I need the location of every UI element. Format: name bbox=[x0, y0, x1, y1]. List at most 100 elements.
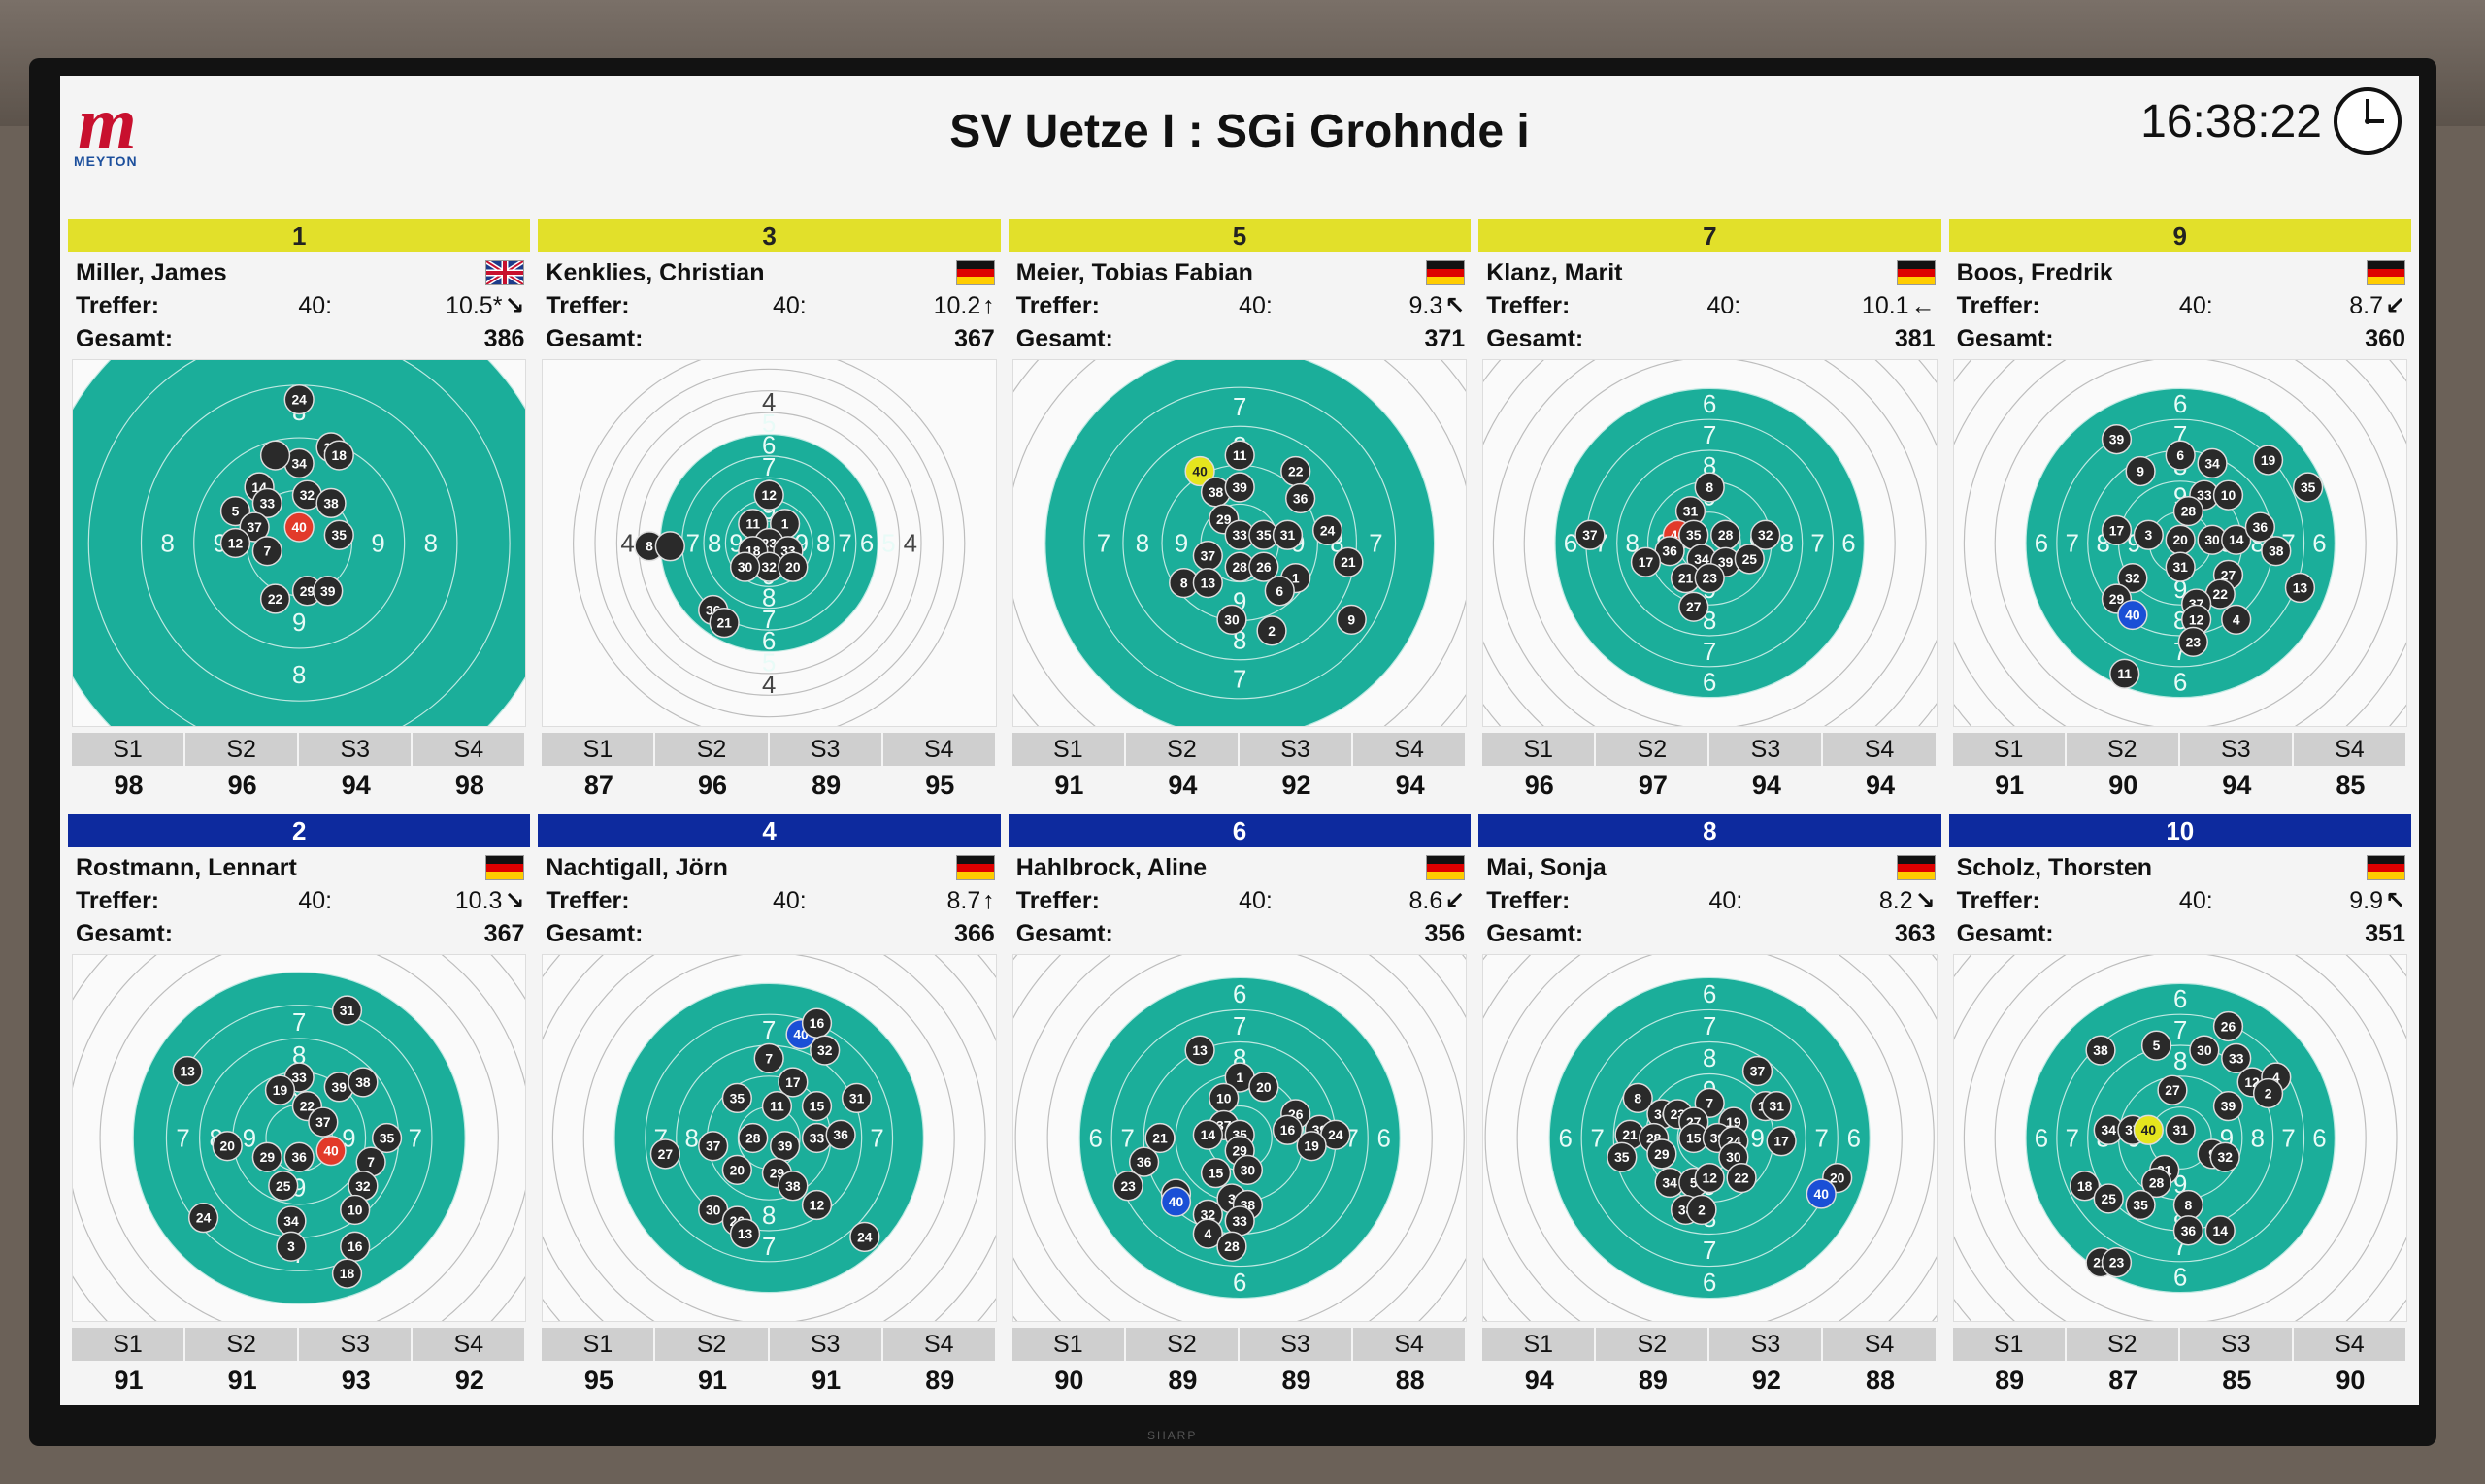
shot-marker[interactable]: 30 bbox=[2197, 524, 2228, 555]
shot-marker[interactable]: 19 bbox=[2252, 445, 2283, 476]
shot-marker[interactable]: 38 bbox=[348, 1067, 379, 1098]
shot-marker[interactable]: 39 bbox=[323, 1072, 354, 1103]
shot-marker[interactable]: 18 bbox=[323, 440, 354, 471]
shot-marker[interactable]: 21 bbox=[709, 608, 741, 639]
shot-marker[interactable]: 12 bbox=[2180, 604, 2211, 636]
shot-marker[interactable]: 20 bbox=[212, 1131, 243, 1162]
shot-marker[interactable]: 13 bbox=[172, 1055, 203, 1087]
shot-marker[interactable]: 36 bbox=[283, 1141, 315, 1172]
shot-marker[interactable]: 10 bbox=[340, 1194, 371, 1226]
shot-marker[interactable]: 40 bbox=[2116, 599, 2148, 631]
shot-marker[interactable]: 31 bbox=[1761, 1091, 1793, 1122]
shot-marker[interactable]: 11 bbox=[762, 1091, 793, 1122]
shot-marker[interactable]: 24 bbox=[1319, 1119, 1351, 1150]
shot-marker[interactable]: 28 bbox=[1710, 519, 1741, 550]
shot-marker[interactable]: 35 bbox=[2125, 1189, 2156, 1221]
shot-marker[interactable]: 3 bbox=[276, 1231, 307, 1262]
shot-marker[interactable]: 35 bbox=[2292, 472, 2323, 503]
shot-marker[interactable]: 23 bbox=[1112, 1171, 1143, 1202]
shot-marker[interactable]: 40 bbox=[283, 511, 315, 543]
shot-marker[interactable]: 38 bbox=[2084, 1035, 2116, 1066]
shot-marker[interactable]: 14 bbox=[2220, 524, 2251, 555]
lane-card-5[interactable]: 5 Meier, Tobias Fabian Treffer: 40: 9.3 … bbox=[1008, 219, 1472, 805]
shot-marker[interactable]: 35 bbox=[1678, 519, 1709, 550]
shot-marker[interactable]: 35 bbox=[1607, 1141, 1638, 1172]
shot-marker[interactable]: 36 bbox=[1284, 482, 1316, 514]
shot-marker[interactable]: 29 bbox=[1646, 1138, 1677, 1170]
shot-marker[interactable]: 14 bbox=[2204, 1215, 2236, 1246]
shot-marker[interactable]: 38 bbox=[315, 487, 347, 519]
shot-marker[interactable]: 16 bbox=[1272, 1114, 1303, 1145]
shot-marker[interactable]: 25 bbox=[268, 1171, 299, 1202]
shot-marker[interactable]: 31 bbox=[331, 995, 363, 1026]
shot-marker[interactable]: 32 bbox=[348, 1171, 379, 1202]
shot-marker[interactable]: 30 bbox=[2188, 1035, 2220, 1066]
shot-marker[interactable]: 39 bbox=[313, 576, 344, 607]
shot-marker[interactable]: 36 bbox=[2244, 511, 2275, 543]
shot-marker[interactable]: 31 bbox=[2165, 551, 2196, 582]
shot-marker[interactable]: 13 bbox=[1192, 567, 1223, 599]
shot-marker[interactable]: 7 bbox=[251, 536, 282, 567]
shot-marker[interactable]: 4 bbox=[1192, 1218, 1223, 1249]
shot-marker[interactable]: 39 bbox=[770, 1131, 801, 1162]
shot-marker[interactable]: 8 bbox=[1622, 1082, 1654, 1114]
shot-marker[interactable]: 24 bbox=[1311, 514, 1343, 545]
lane-card-1[interactable]: 1 Miller, James Treffer: 40: 10.5* ↘ Ges… bbox=[68, 219, 531, 805]
shot-marker[interactable]: 7 bbox=[753, 1042, 785, 1073]
shot-marker[interactable]: 20 bbox=[2165, 524, 2196, 555]
shot-marker[interactable]: 22 bbox=[1726, 1162, 1757, 1194]
shot-marker[interactable]: 26 bbox=[1248, 551, 1279, 582]
shot-marker[interactable]: 33 bbox=[802, 1122, 833, 1154]
shot-marker[interactable]: 12 bbox=[219, 527, 251, 559]
shot-marker[interactable]: 20 bbox=[722, 1154, 753, 1185]
shot-marker[interactable]: 32 bbox=[1750, 519, 1781, 550]
shot-marker[interactable]: 36 bbox=[2172, 1215, 2203, 1246]
shot-marker[interactable]: 37 bbox=[308, 1106, 339, 1138]
shot-marker[interactable]: 8 bbox=[2172, 1189, 2203, 1221]
shot-marker[interactable]: 40 bbox=[1184, 455, 1215, 487]
lane-card-3[interactable]: 3 Kenklies, Christian Treffer: 40: 10.2 … bbox=[538, 219, 1001, 805]
shot-marker[interactable]: 30 bbox=[730, 551, 761, 582]
shot-marker[interactable]: 36 bbox=[1654, 536, 1685, 567]
shot-marker[interactable]: 23 bbox=[1694, 563, 1726, 594]
shot-marker[interactable]: 23 bbox=[2101, 1247, 2132, 1278]
shot-marker[interactable]: 9 bbox=[1336, 604, 1367, 636]
shot-marker[interactable]: 39 bbox=[2212, 1091, 2243, 1122]
shot-marker[interactable]: 6 bbox=[1264, 576, 1295, 607]
shot-marker[interactable]: 27 bbox=[650, 1138, 681, 1170]
shot-marker[interactable]: 32 bbox=[2116, 563, 2148, 594]
lane-card-7[interactable]: 7 Klanz, Marit Treffer: 40: 10.1 ← Gesam… bbox=[1478, 219, 1941, 805]
shot-marker[interactable]: 34 bbox=[2197, 447, 2228, 478]
shot-marker[interactable]: 40 bbox=[315, 1136, 347, 1167]
lane-card-10[interactable]: 10 Scholz, Thorsten Treffer: 40: 9.9 ↖ G… bbox=[1948, 814, 2411, 1400]
shot-marker[interactable]: 40 bbox=[2133, 1114, 2164, 1145]
shot-marker[interactable]: 29 bbox=[251, 1141, 282, 1172]
shot-marker[interactable]: 19 bbox=[1296, 1131, 1327, 1162]
shot-marker[interactable]: 36 bbox=[825, 1119, 857, 1150]
shot-marker[interactable]: 25 bbox=[2093, 1183, 2124, 1214]
shot-marker[interactable]: 33 bbox=[251, 487, 282, 519]
shot-marker[interactable]: 33 bbox=[1224, 1205, 1255, 1237]
shot-marker[interactable]: 2 bbox=[1256, 615, 1287, 646]
shot-marker[interactable]: 26 bbox=[2212, 1010, 2243, 1042]
shot-marker[interactable]: 23 bbox=[2177, 626, 2208, 658]
shot-marker[interactable]: 36 bbox=[1128, 1146, 1160, 1177]
shot-marker[interactable]: 39 bbox=[2101, 424, 2132, 455]
shot-marker[interactable]: 2 bbox=[2252, 1077, 2283, 1109]
shot-marker[interactable]: 19 bbox=[264, 1074, 296, 1105]
shot-marker[interactable]: 31 bbox=[1675, 496, 1706, 527]
shot-marker[interactable]: 34 bbox=[2093, 1114, 2124, 1145]
shot-marker[interactable]: 8 bbox=[1694, 472, 1726, 503]
shot-marker[interactable]: 15 bbox=[1678, 1122, 1709, 1154]
shot-marker[interactable]: 38 bbox=[778, 1171, 809, 1202]
shot-marker[interactable]: 28 bbox=[1224, 551, 1255, 582]
shot-marker[interactable]: 11 bbox=[2108, 658, 2139, 689]
shot-marker[interactable]: 24 bbox=[283, 383, 315, 415]
shot-marker[interactable]: 15 bbox=[802, 1091, 833, 1122]
shot-marker[interactable]: 35 bbox=[323, 519, 354, 550]
shot-marker[interactable]: 35 bbox=[722, 1082, 753, 1114]
shot-marker[interactable]: 28 bbox=[1216, 1231, 1247, 1262]
shot-marker[interactable]: 17 bbox=[1631, 546, 1662, 577]
shot-marker[interactable]: 31 bbox=[2165, 1114, 2196, 1145]
shot-marker[interactable]: 30 bbox=[1232, 1154, 1263, 1185]
